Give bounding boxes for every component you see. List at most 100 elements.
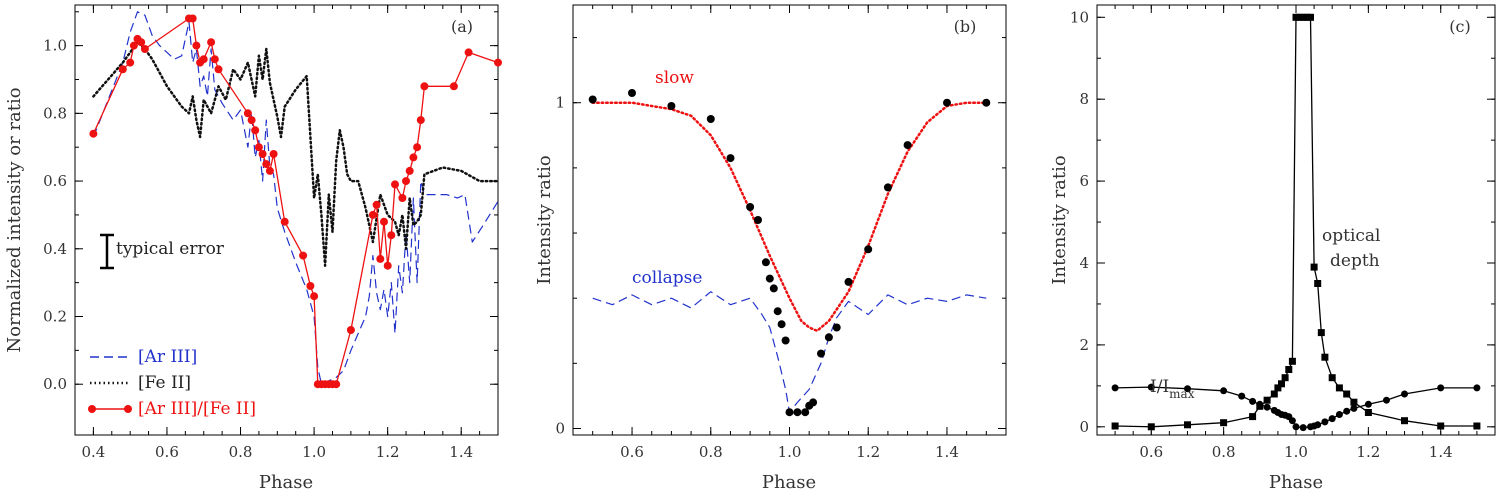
panel-a-point-ar-iii-fe-ii [280, 217, 289, 226]
panel-a-ytick-label: 1.0 [43, 37, 67, 55]
panel-b-point-data [761, 258, 770, 267]
panel-b-ylabel: Intensity ratio [534, 155, 555, 284]
panel-a-point-ar-iii-fe-ii [413, 143, 422, 152]
panel-c-point-i-i [1238, 392, 1246, 400]
panel-a-point-ar-iii-fe-ii [251, 126, 260, 135]
panel-a-ytick-label: 0.4 [43, 240, 67, 258]
panel-c-point-optical-depth [1307, 13, 1314, 21]
panel-a-point-ar-iii-fe-ii [207, 38, 216, 47]
panel-b-point-data [824, 333, 833, 342]
panel-a-point-ar-iii-fe-ii [199, 55, 208, 64]
panel-a-point-ar-iii-fe-ii [129, 41, 138, 50]
panel-a-xtick-label: 0.8 [229, 443, 253, 461]
panel-b-point-data [706, 115, 715, 123]
panel-c-ytick-label: 10 [1070, 8, 1089, 26]
panel-b-xtick-label: 0.8 [699, 443, 723, 461]
panel-c-label: (c) [1449, 17, 1470, 36]
panel-c-point-i-i [1263, 403, 1271, 411]
panel-c-point-optical-depth [1303, 13, 1311, 21]
panel-b-frame [572, 4, 1007, 436]
panel-b-point-data [773, 307, 782, 316]
panel-c-point-optical-depth [1292, 13, 1300, 21]
panel-a-point-ar-iii-fe-ii [265, 166, 274, 175]
panel-a-point-ar-iii-fe-ii [398, 194, 407, 202]
panel-a-xlabel: Phase [259, 472, 313, 493]
panel-c-point-optical-depth [1147, 423, 1155, 431]
panel-a-point-ar-iii-fe-ii [140, 45, 149, 53]
panel-b-point-data [726, 154, 735, 163]
panel-b-xtick-label: 1.2 [856, 443, 880, 461]
panel-c-point-optical-depth [1328, 374, 1336, 382]
panel-b-point-data [844, 277, 853, 286]
panel-b-point-data [746, 203, 755, 211]
i-imax-label: I/Imax [1150, 377, 1195, 401]
panel-a-point-ar-iii-fe-ii [214, 65, 223, 74]
panel-b-xtick-label: 0.6 [620, 443, 644, 461]
panel-c-point-optical-depth [1256, 402, 1264, 410]
panel-c-point-optical-depth [1317, 329, 1325, 337]
panel-a-xtick-label: 0.6 [155, 443, 179, 461]
legend-ratio-marker-right [124, 405, 132, 413]
panel-c-point-optical-depth [1335, 384, 1343, 392]
panel-c-point-i-i [1473, 384, 1481, 392]
panel-a-point-ar-iii-fe-ii [416, 116, 425, 125]
panel-c-point-optical-depth [1278, 380, 1285, 388]
panel-c-point-i-i [1335, 411, 1343, 418]
panel-b-label: (b) [954, 17, 977, 36]
panel-c-point-optical-depth [1111, 422, 1119, 430]
panel-c-ytick-label: 8 [1079, 90, 1089, 108]
panel-a-label: (a) [451, 17, 473, 36]
panel-c-point-optical-depth [1437, 422, 1445, 430]
panel-b-point-data [769, 284, 778, 293]
panel-a-ytick-label: 0.2 [43, 307, 67, 325]
panel-c-point-i-i [1111, 384, 1119, 392]
panel-a-point-ar-iii-fe-ii [380, 217, 388, 226]
panel-b-point-data [943, 98, 951, 107]
typical-error-bar [100, 233, 114, 270]
panel-c-point-i-i [1249, 397, 1257, 405]
panel-a-point-ar-iii-fe-ii [332, 380, 341, 389]
panel-c-point-optical-depth [1270, 390, 1278, 398]
panel-c-ytick-label: 4 [1079, 254, 1089, 272]
panel-b-ytick-label: 1 [555, 94, 565, 112]
panel-b-point-data [754, 216, 762, 224]
panel-b-xtick-label: 1.0 [778, 443, 802, 461]
panel-a-point-ar-iii-fe-ii [346, 326, 355, 334]
panel-c-point-optical-depth [1364, 409, 1372, 416]
panel-a-point-ar-iii-fe-ii [254, 143, 263, 152]
panel-b: 0.6 0.8 1.0 1.2 1.4 0 1 (b) Phase Intensity ra… [534, 4, 1007, 493]
panel-c-ylabel: Intensity ratio [1049, 155, 1070, 284]
panel-c-series-optical-depth [1115, 16, 1477, 428]
panel-c-ytick-label: 2 [1079, 336, 1089, 354]
panel-a-point-ar-iii-fe-ii [243, 109, 252, 118]
collapse-label: collapse [632, 268, 702, 288]
panel-c-point-optical-depth [1473, 422, 1481, 430]
panel-c-xtick-label: 1.0 [1284, 443, 1308, 461]
panel-a-xtick-label: 1.4 [449, 443, 473, 461]
panel-a-point-ar-iii-fe-ii [310, 292, 319, 301]
panel-a-point-ar-iii-fe-ii [409, 153, 418, 162]
panel-a-series [89, 11, 502, 389]
panel-c-point-optical-depth [1314, 280, 1322, 287]
panel-b-xtick-label: 1.4 [935, 443, 959, 461]
panel-b-ticks: 0.6 0.8 1.0 1.2 1.4 0 1 [555, 5, 1007, 461]
panel-a-xtick-label: 0.4 [81, 443, 105, 461]
i-imax-main: I/I [1150, 377, 1169, 397]
i-imax-sub: max [1169, 387, 1195, 401]
panel-c-point-optical-depth [1281, 374, 1289, 382]
panel-c-point-i-i [1328, 415, 1336, 423]
panel-a-point-ar-iii-fe-ii [405, 166, 414, 175]
panel-c-point-optical-depth [1274, 384, 1282, 392]
panel-b-point-data [628, 89, 636, 97]
panel-b-point-data [588, 95, 597, 104]
panel-a-xtick-label: 1.2 [376, 443, 400, 461]
panel-c-xtick-label: 0.8 [1212, 443, 1236, 461]
panel-c-ticks: 0.6 0.8 1.0 1.2 1.4 0 2 4 6 8 10 [1070, 5, 1496, 461]
panel-a-point-ar-iii-fe-ii [306, 282, 315, 290]
panel-a-point-ar-iii-fe-ii [262, 160, 271, 169]
panel-a-point-ar-iii-fe-ii [402, 177, 410, 186]
panel-b-point-data [777, 320, 786, 329]
panel-a-series-ar-iii [92, 11, 499, 385]
panel-a-point-ar-iii-fe-ii [420, 82, 429, 91]
panel-b-xlabel: Phase [762, 472, 816, 493]
